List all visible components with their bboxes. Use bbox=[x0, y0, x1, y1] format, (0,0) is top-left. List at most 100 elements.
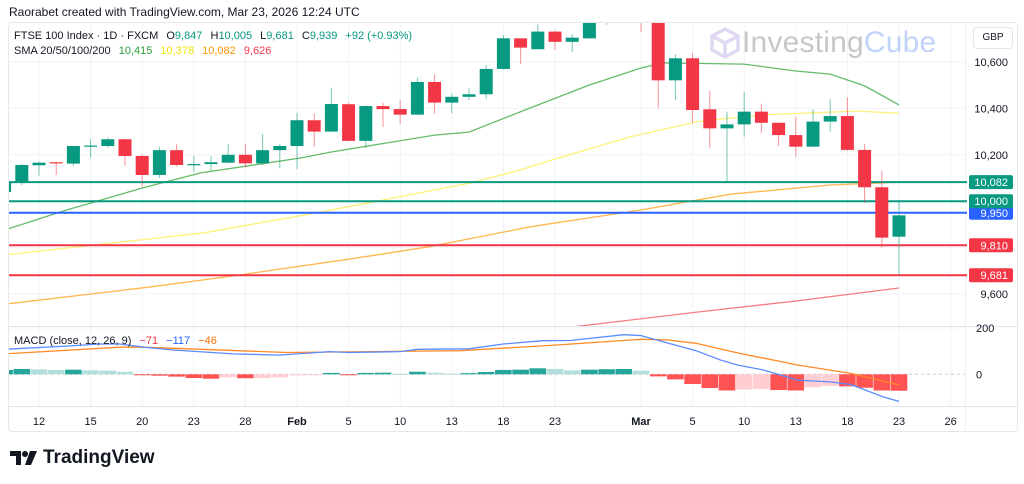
candle-body bbox=[9, 181, 12, 192]
candle bbox=[135, 154, 149, 187]
currency-button[interactable]: GBP bbox=[973, 27, 1013, 49]
candle bbox=[84, 139, 98, 158]
time-axis-label: 5 bbox=[690, 416, 696, 428]
macd-histogram-bar bbox=[219, 374, 237, 378]
candle bbox=[204, 155, 218, 172]
candle-body bbox=[720, 124, 734, 129]
candle bbox=[668, 54, 682, 101]
candle bbox=[307, 113, 321, 147]
symbol-title[interactable]: FTSE 100 Index · 1D · FXCM bbox=[14, 30, 159, 42]
ohlc-close: C9,939 bbox=[302, 30, 337, 42]
sma-label[interactable]: SMA 20/50/100/200 bbox=[14, 45, 111, 57]
macd-histogram-bar bbox=[598, 369, 615, 375]
time-axis-label: 12 bbox=[33, 416, 45, 428]
sma100-value: 10,082 bbox=[202, 45, 236, 57]
macd-histogram-bar bbox=[65, 369, 82, 375]
candle-body bbox=[754, 111, 768, 123]
candle-body bbox=[737, 111, 751, 125]
candle bbox=[256, 133, 270, 166]
time-axis-label: 15 bbox=[84, 416, 96, 428]
sma-line-sma100 bbox=[9, 181, 900, 305]
candle bbox=[324, 87, 338, 132]
time-axis-label: 28 bbox=[239, 416, 251, 428]
candle bbox=[187, 155, 201, 172]
tradingview-logo-text: TradingView bbox=[43, 447, 155, 468]
macd-histogram-bar bbox=[116, 371, 134, 375]
price-badge bbox=[969, 175, 1013, 190]
time-axis-label: Mar bbox=[631, 416, 651, 428]
candle bbox=[342, 102, 356, 142]
sma200-value: 9,626 bbox=[243, 45, 272, 57]
watermark-investing: Investing bbox=[742, 26, 864, 59]
candle bbox=[514, 38, 528, 65]
tradingview-logo[interactable]: TradingView bbox=[10, 447, 155, 469]
macd-histogram-bar bbox=[443, 373, 461, 375]
candle bbox=[737, 91, 751, 137]
candle-body bbox=[410, 81, 424, 115]
candle-body bbox=[393, 109, 407, 115]
watermark-cube: Cube bbox=[863, 26, 937, 59]
watermark-text: InvestingCube bbox=[742, 26, 936, 60]
candle-body bbox=[101, 139, 115, 146]
candle bbox=[101, 137, 115, 148]
macd-histogram-bar bbox=[512, 369, 529, 375]
ohlc-open: O9,847 bbox=[166, 30, 202, 42]
macd-histogram-bar bbox=[581, 369, 598, 375]
grid-lines bbox=[9, 23, 1017, 407]
macd-histogram-bar bbox=[495, 369, 512, 375]
macd-histogram-bar bbox=[168, 374, 185, 377]
chart-frame bbox=[8, 22, 1018, 432]
candle-body bbox=[49, 162, 63, 164]
sma50-value: 10,378 bbox=[160, 45, 195, 57]
time-axis-label: 23 bbox=[549, 416, 561, 428]
symbol-legend: FTSE 100 Index · 1D · FXCM O9,847 H10,00… bbox=[14, 30, 417, 42]
sma-line-sma20 bbox=[9, 62, 900, 230]
macd-line-value: −117 bbox=[166, 335, 191, 347]
sma-line-sma200 bbox=[574, 287, 900, 326]
macd-label[interactable]: MACD (close, 12, 26, 9) bbox=[14, 335, 132, 347]
candle bbox=[170, 144, 184, 167]
time-axis-label: 5 bbox=[346, 416, 352, 428]
candle-body bbox=[342, 104, 356, 141]
macd-axis-label: 200 bbox=[976, 323, 994, 335]
time-axis-label: 23 bbox=[893, 416, 905, 428]
macd-histogram-bar bbox=[632, 370, 650, 375]
candle-body bbox=[875, 187, 889, 238]
macd-histogram-bar bbox=[133, 374, 151, 376]
time-axis-label: 18 bbox=[841, 416, 853, 428]
candle-body bbox=[152, 150, 166, 175]
candle-body bbox=[66, 145, 80, 164]
candle-body bbox=[496, 38, 510, 69]
sma-lines bbox=[9, 62, 900, 326]
candle-body bbox=[204, 162, 218, 165]
candle-body bbox=[238, 154, 252, 164]
macd-histogram-bar bbox=[185, 374, 203, 379]
macd-histogram-bar bbox=[770, 374, 787, 391]
macd-histogram-bar bbox=[9, 369, 13, 375]
candle bbox=[875, 170, 889, 248]
open-label: O bbox=[166, 30, 175, 42]
price-badge-label: 10,082 bbox=[974, 177, 1008, 189]
price-badge bbox=[969, 238, 1013, 253]
price-axis-label: 10,400 bbox=[974, 103, 1008, 115]
macd-signal-value: −46 bbox=[198, 335, 217, 347]
time-axis-label: 23 bbox=[188, 416, 200, 428]
macd-histogram-bar bbox=[151, 374, 168, 376]
candle-body bbox=[445, 96, 459, 103]
macd-histogram-bar bbox=[667, 374, 684, 380]
time-axis-label: 18 bbox=[497, 416, 509, 428]
macd-histogram-bar bbox=[546, 368, 564, 375]
candle-body bbox=[806, 121, 820, 147]
open-value: 9,847 bbox=[174, 30, 203, 42]
candle bbox=[359, 105, 373, 149]
candle bbox=[290, 112, 304, 170]
candle bbox=[531, 24, 545, 50]
candle-body bbox=[565, 37, 579, 42]
time-axis-label: 26 bbox=[944, 416, 956, 428]
time-axis-label: 10 bbox=[738, 416, 750, 428]
candle-body bbox=[789, 135, 803, 147]
candle-body bbox=[376, 106, 390, 110]
chart-caption: Raorabet created with TradingView.com, M… bbox=[9, 5, 360, 19]
